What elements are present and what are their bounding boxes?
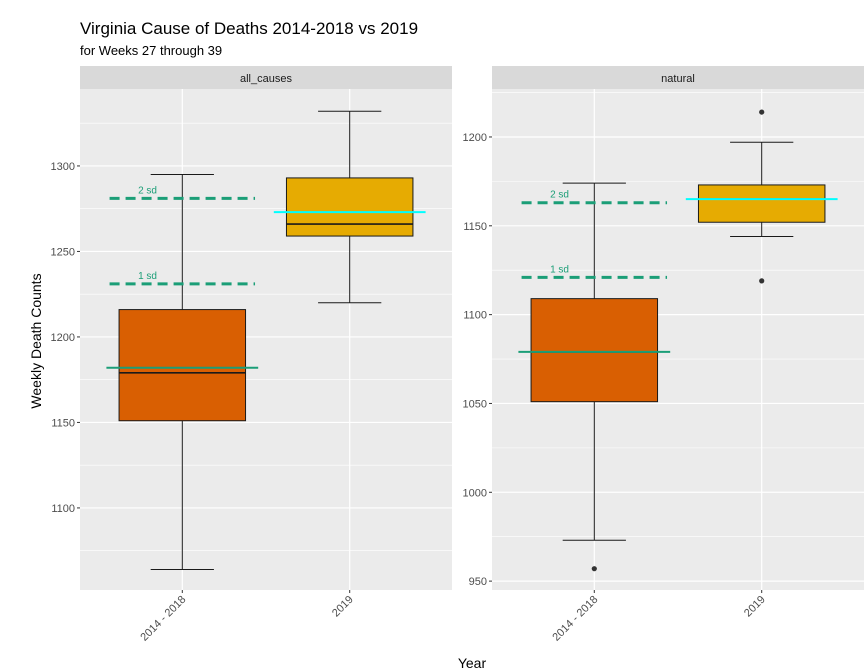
y-tick-label: 1200 bbox=[51, 332, 75, 344]
chart-subtitle: for Weeks 27 through 39 bbox=[80, 43, 222, 58]
y-tick-label: 1150 bbox=[463, 221, 487, 233]
x-tick-label: 2019 bbox=[330, 594, 356, 620]
box-2014-2018 bbox=[530, 182, 659, 572]
facet-strip-label: all_causes bbox=[240, 73, 292, 85]
outlier-point bbox=[591, 566, 597, 572]
outlier-point bbox=[759, 109, 765, 115]
box-2019 bbox=[285, 110, 414, 304]
x-tick-label: 2014 - 2018 bbox=[550, 594, 600, 644]
sd-label: 1 sd bbox=[138, 271, 157, 282]
box-body bbox=[118, 309, 247, 422]
y-tick-label: 1200 bbox=[463, 132, 487, 144]
facet-strip bbox=[80, 66, 452, 89]
x-tick-label: 2014 - 2018 bbox=[138, 594, 188, 644]
facet-all_causes: all_causes 1100 1150 1200 1250 1300 1 sd 2 sd 20… bbox=[51, 66, 452, 644]
y-tick-label: 1050 bbox=[463, 398, 487, 410]
sd-label: 1 sd bbox=[550, 264, 569, 275]
y-tick-label: 950 bbox=[469, 576, 487, 588]
y-tick-label: 1300 bbox=[51, 161, 75, 173]
x-axis-title: Year bbox=[458, 655, 487, 671]
outlier-point bbox=[759, 278, 765, 284]
y-tick-label: 1000 bbox=[463, 487, 487, 499]
x-tick-label: 2019 bbox=[742, 594, 768, 620]
chart-title: Virginia Cause of Deaths 2014-2018 vs 20… bbox=[80, 19, 418, 38]
sd-label: 2 sd bbox=[550, 190, 569, 201]
y-tick-label: 1100 bbox=[463, 310, 487, 322]
box-body bbox=[530, 298, 659, 403]
facet-natural: natural 950 1000 1050 1100 1150 1200 1 sd 2 sd 20… bbox=[463, 66, 864, 644]
box-body bbox=[285, 177, 414, 237]
y-tick-label: 1100 bbox=[51, 503, 75, 515]
box-body bbox=[697, 184, 826, 223]
y-tick-label: 1150 bbox=[51, 417, 75, 429]
facet-strip bbox=[492, 66, 864, 89]
sd-label: 2 sd bbox=[138, 185, 157, 196]
facet-strip-label: natural bbox=[661, 73, 695, 85]
y-axis-title: Weekly Death Counts bbox=[28, 273, 44, 408]
y-tick-label: 1250 bbox=[51, 246, 75, 258]
